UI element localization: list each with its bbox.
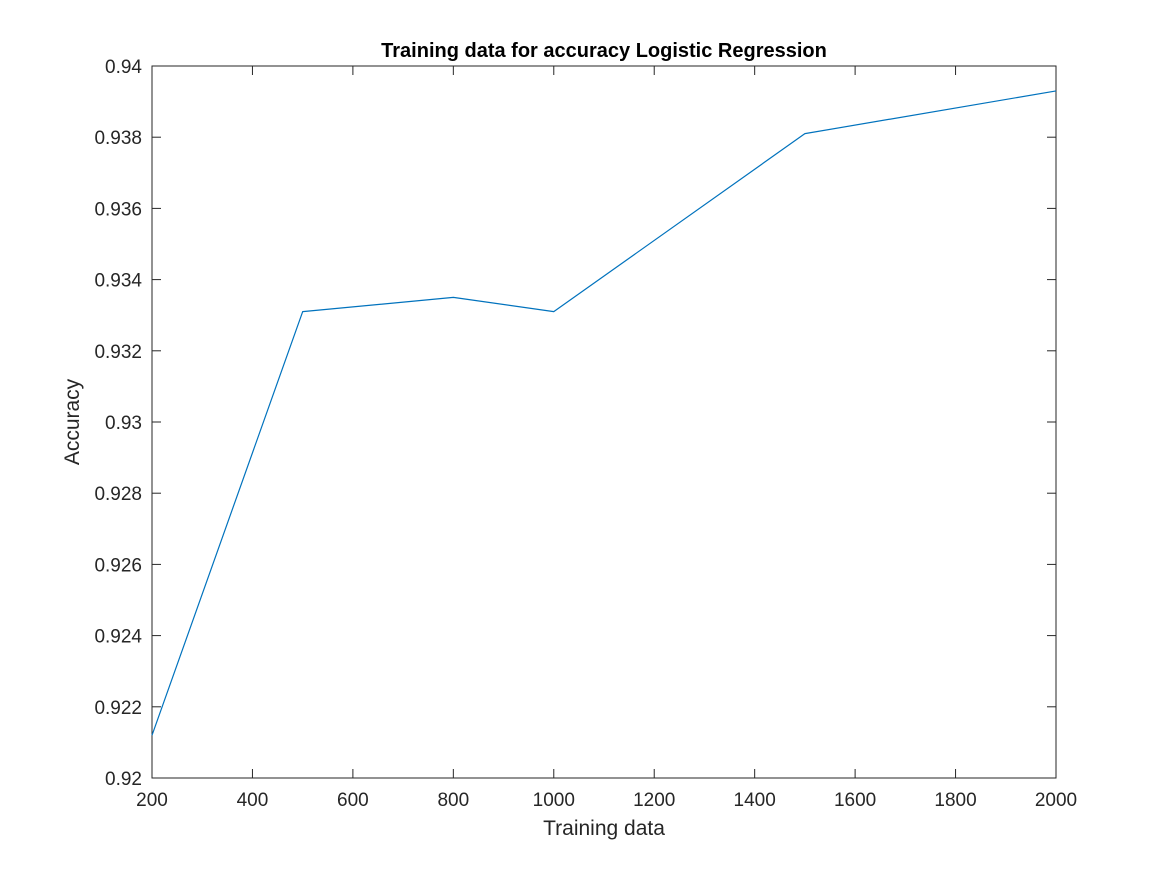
y-tick-label: 0.926 — [94, 555, 142, 576]
y-tick-label: 0.936 — [94, 199, 142, 220]
y-tick-label: 0.92 — [105, 769, 142, 790]
x-tick-label: 1400 — [734, 790, 776, 811]
y-tick-label: 0.93 — [105, 413, 142, 434]
x-tick-label: 1000 — [533, 790, 575, 811]
x-tick-label: 800 — [437, 790, 469, 811]
x-tick-label: 200 — [136, 790, 168, 811]
x-tick-label: 1600 — [834, 790, 876, 811]
y-tick-label: 0.938 — [94, 128, 142, 149]
x-axis-label: Training data — [543, 817, 665, 840]
y-tick-label: 0.94 — [105, 57, 142, 78]
x-tick-label: 600 — [337, 790, 369, 811]
axes-box — [152, 66, 1056, 778]
y-axis-label: Accuracy — [61, 378, 84, 465]
x-tick-label: 2000 — [1035, 790, 1077, 811]
x-tick-label: 400 — [237, 790, 269, 811]
y-tick-label: 0.928 — [94, 484, 142, 505]
x-tick-label: 1200 — [633, 790, 675, 811]
plot-area: 200 400 600 800 1000 1200 1400 1600 1800 2000 0.9… — [94, 57, 1077, 811]
y-tick-label: 0.924 — [94, 627, 142, 648]
y-tick-label: 0.932 — [94, 342, 142, 363]
y-tick-label: 0.934 — [94, 271, 142, 292]
x-tick-label: 1800 — [934, 790, 976, 811]
y-tick-label: 0.922 — [94, 698, 142, 719]
chart-title: Training data for accuracy Logistic Regr… — [381, 40, 827, 62]
